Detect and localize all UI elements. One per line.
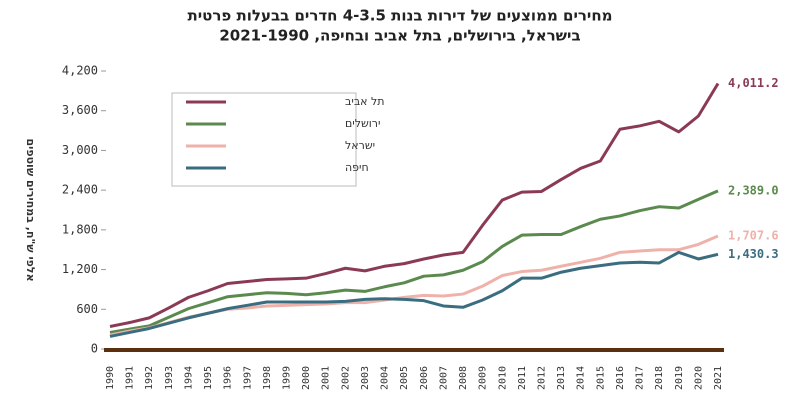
x-tick-label: 1997 [242, 366, 253, 390]
x-tick-label: 1993 [164, 366, 175, 390]
x-tick-label: 2004 [380, 366, 391, 390]
value-label: 4,011.2 [728, 76, 779, 90]
legend-label: חיפה [345, 161, 369, 174]
x-tick-label: 2003 [360, 366, 371, 390]
y-tick-label: 600 [76, 302, 98, 316]
y-tick-label: 2,400 [62, 183, 98, 197]
x-tick-label: 1994 [183, 366, 194, 390]
x-tick-label: 2013 [556, 366, 567, 390]
legend-box [171, 92, 357, 187]
x-tick-label: 1990 [105, 366, 116, 390]
y-tick-label: 3,600 [62, 103, 98, 117]
value-label: 2,389.0 [728, 183, 779, 197]
x-axis [104, 348, 724, 352]
x-tick-label: 2011 [517, 366, 528, 390]
x-tick-label: 2016 [615, 366, 626, 390]
x-tick-label: 2007 [438, 366, 449, 390]
y-tick-label: 3,000 [62, 143, 98, 157]
x-tick-label: 2000 [301, 366, 312, 390]
x-tick-label: 1999 [282, 366, 293, 390]
y-axis-label: אלפי ש"ח, במחירים שוטפים [24, 138, 37, 281]
legend-label: ירושלים [345, 117, 380, 130]
x-tick-label: 2010 [497, 366, 508, 390]
series-line [109, 234, 719, 337]
value-label: 1,430.3 [728, 247, 779, 261]
chart-subtitle: בישראל, בירושלים, בתל אביב ובחיפה, 2021-… [219, 27, 580, 45]
x-tick-label: 1995 [203, 366, 214, 390]
series-line [109, 189, 719, 334]
x-tick-label: 1992 [144, 366, 155, 390]
series-line [109, 250, 719, 338]
x-tick-label: 2006 [419, 366, 430, 390]
x-tick-label: 2009 [478, 366, 489, 390]
x-tick-label: 1998 [262, 366, 273, 390]
value-label: 1,707.6 [728, 228, 779, 242]
x-tick-label: 2008 [458, 366, 469, 390]
y-tick-label: 1,200 [62, 262, 98, 276]
legend-label: תל אביב [345, 95, 385, 108]
x-tick-label: 2020 [693, 366, 704, 390]
y-tick-label: 1,800 [62, 222, 98, 236]
x-tick-label: 2017 [635, 366, 646, 390]
series-line [109, 82, 720, 328]
x-tick-label: 1996 [223, 366, 234, 390]
y-tick-label: 4,200 [62, 64, 98, 78]
x-tick-label: 2018 [654, 366, 665, 390]
x-tick-label: 2005 [399, 366, 410, 390]
y-tick-label: 0 [91, 342, 98, 356]
x-tick-label: 2002 [340, 366, 351, 390]
x-tick-label: 2001 [321, 366, 332, 390]
x-tick-label: 2015 [595, 366, 606, 390]
x-tick-label: 2021 [713, 366, 724, 390]
x-tick-label: 2014 [576, 366, 587, 390]
chart-title: מחירים ממוצעים של דירות בנות 4-3.5 חדרים… [188, 7, 613, 25]
x-tick-label: 1991 [125, 366, 136, 390]
x-tick-label: 2019 [674, 366, 685, 390]
x-tick-label: 2012 [536, 366, 547, 390]
legend-label: ישראל [345, 139, 375, 152]
